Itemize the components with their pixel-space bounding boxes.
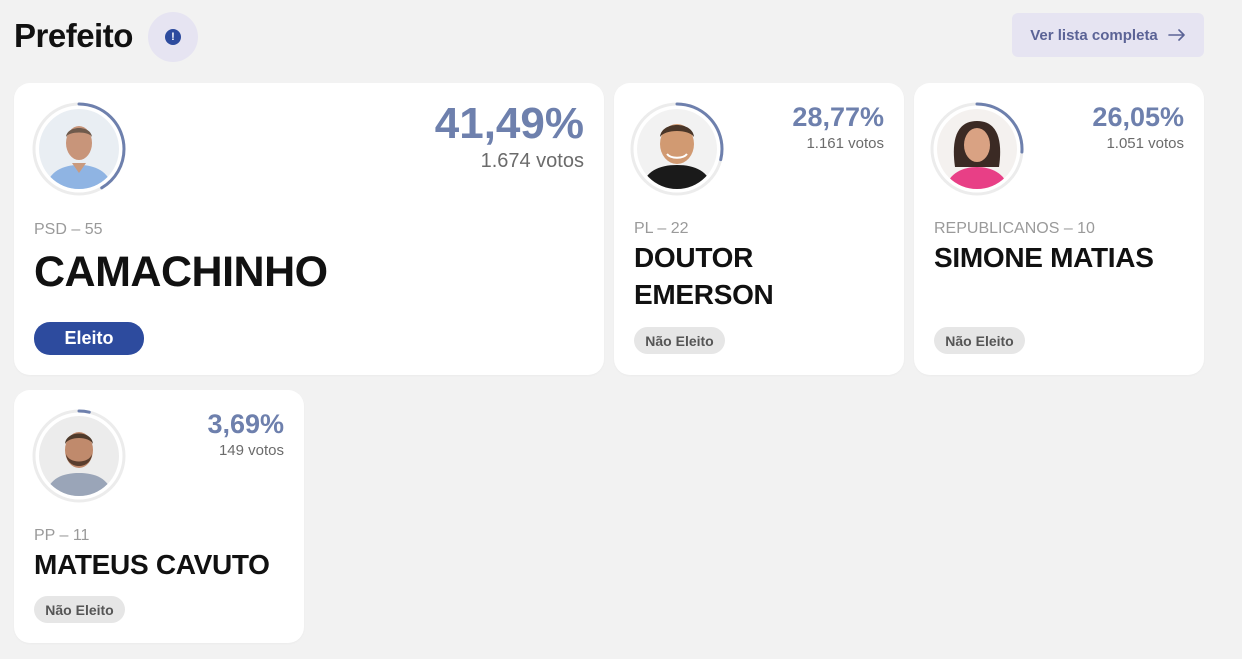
status-badge: Não Eleito [34, 596, 125, 623]
vote-percentage: 41,49% [434, 99, 584, 148]
info-icon: ! [165, 29, 181, 45]
candidate-avatar [629, 101, 725, 197]
vote-count: 1.674 votos [480, 150, 584, 172]
info-button[interactable]: ! [148, 12, 198, 62]
vote-count: 1.051 votos [1106, 135, 1184, 152]
candidate-card[interactable]: 26,05% 1.051 votos REPUBLICANOS – 10 SIM… [914, 83, 1204, 375]
vote-percentage: 28,77% [792, 102, 884, 132]
party-number: PL – 22 [634, 220, 689, 237]
candidate-name: MATEUS CAVUTO [34, 549, 270, 580]
candidate-avatar [31, 101, 127, 197]
candidate-photo [39, 109, 119, 189]
arrow-right-icon [1167, 29, 1185, 41]
vote-share-ring [630, 102, 724, 196]
candidate-name: CAMACHINHO [34, 248, 328, 296]
full-list-button[interactable]: Ver lista completa [1012, 13, 1204, 57]
full-list-label: Ver lista completa [1030, 26, 1158, 44]
candidate-photo [39, 416, 119, 496]
candidate-avatar [31, 408, 127, 504]
candidate-photo [937, 109, 1017, 189]
vote-count: 1.161 votos [806, 135, 884, 152]
status-badge: Não Eleito [934, 327, 1025, 354]
party-number: PP – 11 [34, 527, 90, 544]
status-badge: Não Eleito [634, 327, 725, 354]
party-number: REPUBLICANOS – 10 [934, 220, 1095, 237]
vote-percentage: 3,69% [207, 409, 284, 439]
candidate-name: SIMONE MATIAS [934, 242, 1154, 273]
section-header: Prefeito ! Ver lista completa [14, 12, 1204, 62]
candidate-card[interactable]: 28,77% 1.161 votos PL – 22 DOUTOR EMERSO… [614, 83, 904, 375]
candidate-card[interactable]: 3,69% 149 votos PP – 11 MATEUS CAVUTO Nã… [14, 390, 304, 643]
vote-count: 149 votos [218, 442, 284, 459]
vote-share-ring [930, 102, 1024, 196]
candidate-card[interactable]: 41,49% 1.674 votos PSD – 55 CAMACHINHO E… [14, 83, 604, 375]
candidate-avatar [929, 101, 1025, 197]
vote-percentage: 26,05% [1092, 102, 1184, 132]
candidate-photo [637, 109, 717, 189]
status-badge: Eleito [34, 322, 144, 355]
page-title: Prefeito [14, 17, 133, 54]
party-number: PSD – 55 [34, 221, 103, 238]
candidate-name: DOUTOR EMERSON [634, 242, 774, 310]
vote-share-ring [32, 409, 126, 503]
vote-share-ring [32, 102, 126, 196]
